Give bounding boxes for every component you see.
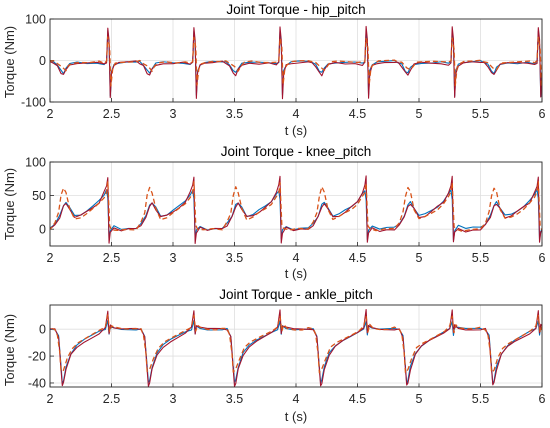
hip-pitch-ylabel: Torque (Nm) (2, 26, 17, 98)
ankle-pitch-xtick-label: 3 (170, 392, 177, 406)
knee-pitch-axes-box (49, 161, 543, 247)
knee-pitch-xtick-label: 4 (293, 251, 300, 265)
ankle-pitch-ytick-label: -40 (28, 376, 46, 390)
hip-pitch-xtick-label: 4.5 (349, 107, 366, 121)
ankle-pitch-axes-box (49, 304, 543, 388)
ankle-pitch-plot: Joint Torque - ankle_pitch Torque (Nm) t… (2, 287, 546, 424)
hip-pitch-xtick-label: 2.5 (103, 107, 120, 121)
knee-pitch-series-3-line (50, 180, 542, 232)
ankle-pitch-xtick-label: 5.5 (472, 392, 489, 406)
ankle-pitch-ytick-label: -20 (28, 350, 46, 364)
knee-pitch-xtick-label: 6 (539, 251, 546, 265)
hip-pitch-xlabel: t (s) (285, 123, 307, 138)
knee-pitch-xtick-label: 5 (416, 251, 423, 265)
knee-pitch-ytick-label: 0 (39, 223, 46, 237)
ankle-pitch-ytick-label: 0 (39, 323, 46, 337)
hip-pitch-ytick-label: -100 (21, 96, 46, 110)
hip-pitch-series-3-line (50, 36, 542, 87)
ankle-pitch-ylabel: Torque (Nm) (2, 314, 17, 386)
ankle-pitch-xtick-label: 2.5 (103, 392, 120, 406)
knee-pitch-ytick-label: 100 (25, 156, 46, 170)
knee-pitch-ytick-label: 50 (32, 189, 46, 203)
knee-pitch-xtick-label: 2.5 (103, 251, 120, 265)
hip-pitch-axes-box (49, 18, 543, 103)
knee-pitch-xtick-label: 3.5 (226, 251, 243, 265)
hip-pitch-xtick-label: 5 (416, 107, 423, 121)
knee-pitch-series-2-line (50, 175, 542, 245)
ankle-pitch-xtick-label: 5 (416, 392, 423, 406)
hip-pitch-xtick-label: 2 (47, 107, 54, 121)
hip-pitch-ytick-label: 0 (39, 54, 46, 68)
hip-pitch-xtick-label: 4 (293, 107, 300, 121)
hip-pitch-xtick-label: 6 (539, 107, 546, 121)
hip-pitch-ytick-label: 100 (25, 13, 46, 27)
ankle-pitch-series-1-line (50, 319, 542, 385)
hip-pitch-xtick-label: 5.5 (472, 107, 489, 121)
ankle-pitch-title: Joint Torque - ankle_pitch (219, 287, 373, 302)
knee-pitch-xtick-label: 2 (47, 251, 54, 265)
ankle-pitch-xtick-label: 4 (293, 392, 300, 406)
knee-pitch-xlabel: t (s) (285, 266, 307, 281)
hip-pitch-xtick-label: 3.5 (226, 107, 243, 121)
knee-pitch-xtick-label: 4.5 (349, 251, 366, 265)
hip-pitch-plot: Joint Torque - hip_pitch Torque (Nm) t (… (2, 2, 546, 138)
ankle-pitch-xtick-label: 2 (47, 392, 54, 406)
knee-pitch-plot: Joint Torque - knee_pitch Torque (Nm) t … (2, 144, 546, 281)
knee-pitch-title: Joint Torque - knee_pitch (221, 144, 372, 159)
hip-pitch-title: Joint Torque - hip_pitch (226, 2, 365, 17)
ankle-pitch-xtick-label: 3.5 (226, 392, 243, 406)
hip-pitch-xtick-label: 3 (170, 107, 177, 121)
ankle-pitch-xtick-label: 6 (539, 392, 546, 406)
ankle-pitch-xlabel: t (s) (285, 409, 307, 424)
ankle-pitch-series-3-line (50, 314, 542, 374)
knee-pitch-xtick-label: 3 (170, 251, 177, 265)
knee-pitch-ylabel: Torque (Nm) (2, 168, 17, 240)
ankle-pitch-xtick-label: 4.5 (349, 392, 366, 406)
knee-pitch-xtick-label: 5.5 (472, 251, 489, 265)
